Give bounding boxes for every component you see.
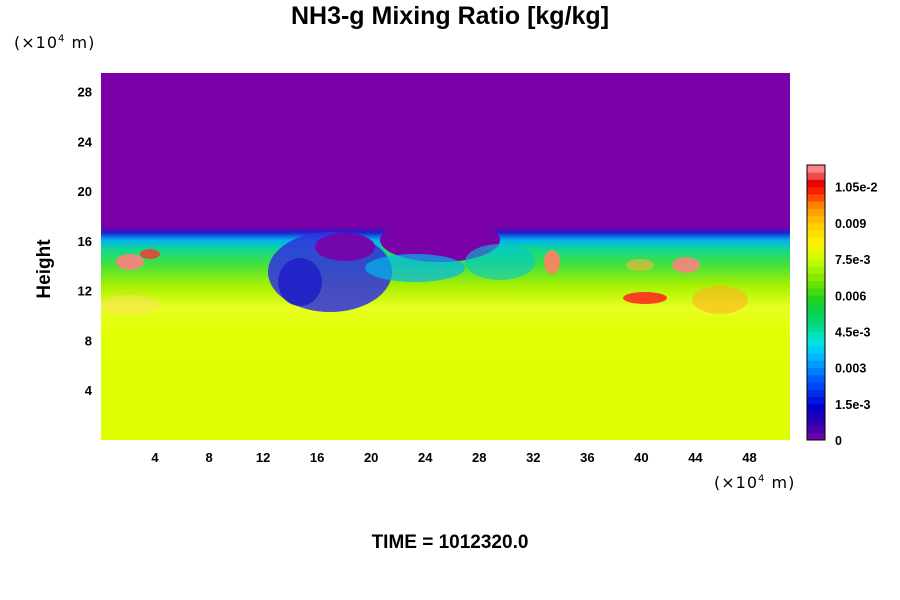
field-feature (626, 259, 654, 271)
colorbar-level (807, 201, 825, 209)
field-feature (692, 286, 748, 314)
field-feature (380, 218, 500, 262)
x-tick-label: 24 (418, 450, 433, 465)
colorbar-level (807, 360, 825, 369)
field-feature (623, 292, 667, 304)
colorbar-label: 0.003 (835, 362, 866, 376)
colorbar-level (807, 251, 825, 260)
x-tick-label: 44 (688, 450, 703, 465)
field-feature (116, 254, 144, 270)
y-tick-label: 16 (78, 234, 92, 249)
y-tick-label: 12 (78, 284, 92, 299)
x-tick-label: 28 (472, 450, 486, 465)
colorbar-level (807, 302, 825, 311)
field-feature (465, 244, 535, 280)
x-tick-label: 4 (151, 450, 159, 465)
colorbar-level (807, 418, 825, 426)
colorbar-level (807, 411, 825, 419)
y-unit-label: (×104 m) (14, 33, 96, 52)
colorbar-level (807, 186, 825, 195)
y-tick-label: 20 (78, 184, 92, 199)
colorbar-level (807, 208, 825, 217)
chart-title: NH3-g Mixing Ratio [kg/kg] (290, 2, 610, 30)
x-tick-label: 36 (580, 450, 594, 465)
y-tick-label: 24 (78, 134, 93, 149)
y-tick-labels: 4 8 12 16 20 24 28 (78, 85, 93, 399)
x-unit-label: (×104 m) (714, 473, 796, 492)
colorbar-level (807, 374, 825, 383)
colorbar-level (807, 316, 825, 325)
colorbar-level (807, 273, 825, 282)
colorbar-label: 1.5e-3 (835, 398, 870, 412)
colorbar: 0 1.5e-3 0.003 4.5e-3 0.006 7.5e-3 0.009 1.05e-… (806, 164, 877, 448)
field-feature (315, 233, 375, 261)
colorbar-level (807, 353, 825, 361)
colorbar-level (807, 237, 825, 246)
colorbar-level (807, 244, 825, 253)
colorbar-level (807, 215, 825, 224)
colorbar-level (807, 309, 825, 318)
x-tick-label: 16 (310, 450, 324, 465)
concentration-field (101, 73, 790, 440)
colorbar-level (807, 230, 825, 238)
colorbar-label: 4.5e-3 (835, 325, 870, 339)
y-tick-label: 4 (85, 383, 93, 398)
colorbar-level (807, 165, 825, 173)
colorbar-label: 0.009 (835, 217, 866, 231)
colorbar-level (807, 259, 825, 267)
colorbar-level (807, 396, 825, 405)
colorbar-level (807, 222, 825, 231)
colorbar-level (807, 280, 825, 289)
colorbar-level (807, 345, 825, 354)
field-feature (278, 258, 322, 306)
colorbar-level (807, 179, 825, 188)
x-tick-labels: 4 8 12 16 20 24 28 32 36 40 44 48 (151, 450, 756, 465)
colorbar-level (807, 432, 825, 441)
colorbar-label: 7.5e-3 (835, 253, 870, 267)
colorbar-level (807, 172, 825, 180)
field-feature (140, 249, 160, 259)
field-feature (672, 257, 700, 273)
colorbar-level (807, 324, 825, 332)
colorbar-label: 0 (835, 434, 842, 448)
colorbar-level (807, 403, 825, 412)
colorbar-level (807, 193, 825, 202)
x-tick-label: 8 (205, 450, 212, 465)
time-label: TIME = 1012320.0 (371, 532, 529, 553)
colorbar-frame (806, 164, 826, 441)
colorbar-level (807, 367, 825, 376)
colorbar-level (807, 382, 825, 390)
colorbar-level (807, 425, 825, 434)
x-tick-label: 48 (742, 450, 756, 465)
colorbar-level (807, 331, 825, 340)
field-feature (365, 254, 465, 282)
x-tick-label: 32 (526, 450, 540, 465)
x-tick-label: 12 (256, 450, 270, 465)
colorbar-level (807, 266, 825, 274)
y-tick-label: 8 (85, 333, 92, 348)
colorbar-level (807, 295, 825, 303)
colorbar-level (807, 288, 825, 296)
field-feature (101, 295, 160, 315)
x-tick-label: 40 (634, 450, 648, 465)
field-feature (544, 250, 560, 274)
y-tick-label: 28 (78, 85, 92, 100)
colorbar-level (807, 389, 825, 397)
colorbar-label: 1.05e-2 (835, 181, 877, 195)
colorbar-level (807, 338, 825, 347)
x-tick-label: 20 (364, 450, 378, 465)
colorbar-label: 0.006 (835, 289, 866, 303)
